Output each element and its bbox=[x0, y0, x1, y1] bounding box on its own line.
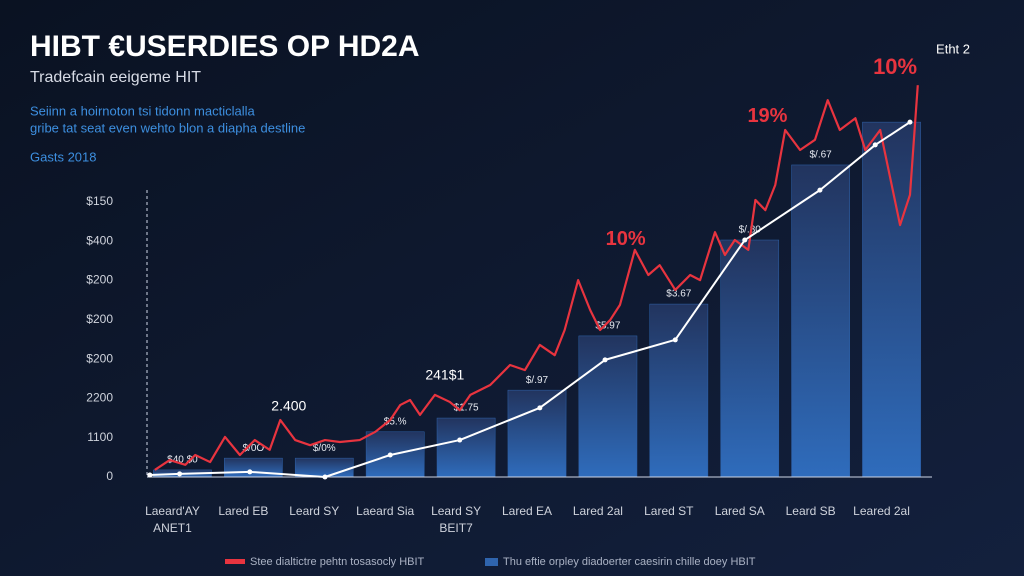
x-tick-label: Lared EB bbox=[218, 504, 268, 518]
line-point bbox=[817, 187, 823, 193]
line-point bbox=[672, 337, 678, 343]
value-label: $/.97 bbox=[526, 375, 549, 386]
line-point bbox=[602, 357, 608, 363]
y-tick-label: $200 bbox=[86, 312, 113, 326]
value-label: $/.67 bbox=[810, 150, 833, 161]
bar bbox=[720, 239, 780, 478]
bar bbox=[791, 164, 850, 478]
annotation: 10% bbox=[873, 54, 917, 79]
x-tick-sublabel: BEIT7 bbox=[439, 521, 473, 535]
y-tick-label: 1100 bbox=[87, 430, 113, 444]
x-tick-label: Leard SY bbox=[431, 504, 481, 518]
x-tick-label: Laeard'AY bbox=[145, 504, 200, 518]
description: Seiinn a hoirnoton tsi tidonn macticlall… bbox=[30, 103, 256, 118]
legend-swatch bbox=[485, 558, 498, 566]
value-label: $40 $0 bbox=[167, 455, 198, 466]
chart-title: HIBT €USERDIES OP HD2A bbox=[30, 30, 420, 63]
line-point bbox=[177, 471, 183, 477]
line-point bbox=[872, 142, 878, 148]
x-tick-label: Leard SY bbox=[289, 504, 339, 518]
line-point bbox=[742, 237, 748, 243]
legend-swatch bbox=[225, 559, 245, 564]
line-point bbox=[537, 405, 543, 411]
line-point bbox=[907, 119, 913, 125]
bar bbox=[649, 303, 709, 478]
y-tick-label: 0 bbox=[106, 469, 113, 483]
annotation: 10% bbox=[606, 228, 646, 250]
annotation: 241$1 bbox=[425, 367, 464, 383]
x-tick-sublabel: ANET1 bbox=[153, 521, 192, 535]
line-point bbox=[322, 474, 328, 480]
x-tick-label: Leard SB bbox=[786, 504, 836, 518]
note: Gasts 2018 bbox=[30, 149, 97, 164]
y-tick-label: 2200 bbox=[86, 391, 113, 405]
line-point bbox=[147, 472, 153, 478]
description: gribe tat seat even wehto blon a diapha … bbox=[30, 120, 305, 135]
value-label: $5.97 bbox=[595, 321, 620, 332]
value-label: $/.80 bbox=[739, 225, 762, 236]
value-label: $1.75 bbox=[454, 403, 479, 414]
value-label: $5.% bbox=[384, 416, 407, 427]
x-tick-label: Lared SA bbox=[715, 504, 765, 518]
x-tick-label: Laeard Sia bbox=[356, 504, 414, 518]
line-point bbox=[247, 469, 253, 475]
x-tick-label: Lared EA bbox=[502, 504, 552, 518]
y-tick-label: $200 bbox=[86, 351, 113, 365]
y-tick-label: $400 bbox=[86, 233, 113, 247]
value-label: $3.67 bbox=[666, 289, 691, 300]
line-point bbox=[457, 437, 463, 443]
bar bbox=[578, 335, 638, 478]
x-tick-label: Lared ST bbox=[644, 504, 694, 518]
legend-label: Thu eftie orpley diadoerter caesirin chi… bbox=[503, 556, 756, 568]
red-line bbox=[154, 85, 919, 471]
x-tick-label: Leared 2al bbox=[853, 504, 910, 518]
y-tick-label: $150 bbox=[86, 194, 113, 208]
line-point bbox=[387, 452, 393, 458]
legend-label: Stee dialtictre pehtn tosasocly HBIT bbox=[250, 556, 425, 568]
bar bbox=[294, 457, 354, 478]
subtitle: Tradefcain eeigeme HIT bbox=[30, 69, 201, 86]
annotation: 19% bbox=[747, 105, 787, 127]
value-label: $/0O bbox=[243, 443, 265, 454]
bar bbox=[507, 389, 567, 478]
x-tick-label: Lared 2al bbox=[573, 504, 623, 518]
bar bbox=[436, 417, 496, 478]
corner-label: Etht 2 bbox=[936, 41, 970, 56]
y-tick-label: $200 bbox=[86, 273, 113, 287]
value-label: $/0% bbox=[313, 443, 336, 454]
annotation: 2.400 bbox=[271, 398, 306, 414]
